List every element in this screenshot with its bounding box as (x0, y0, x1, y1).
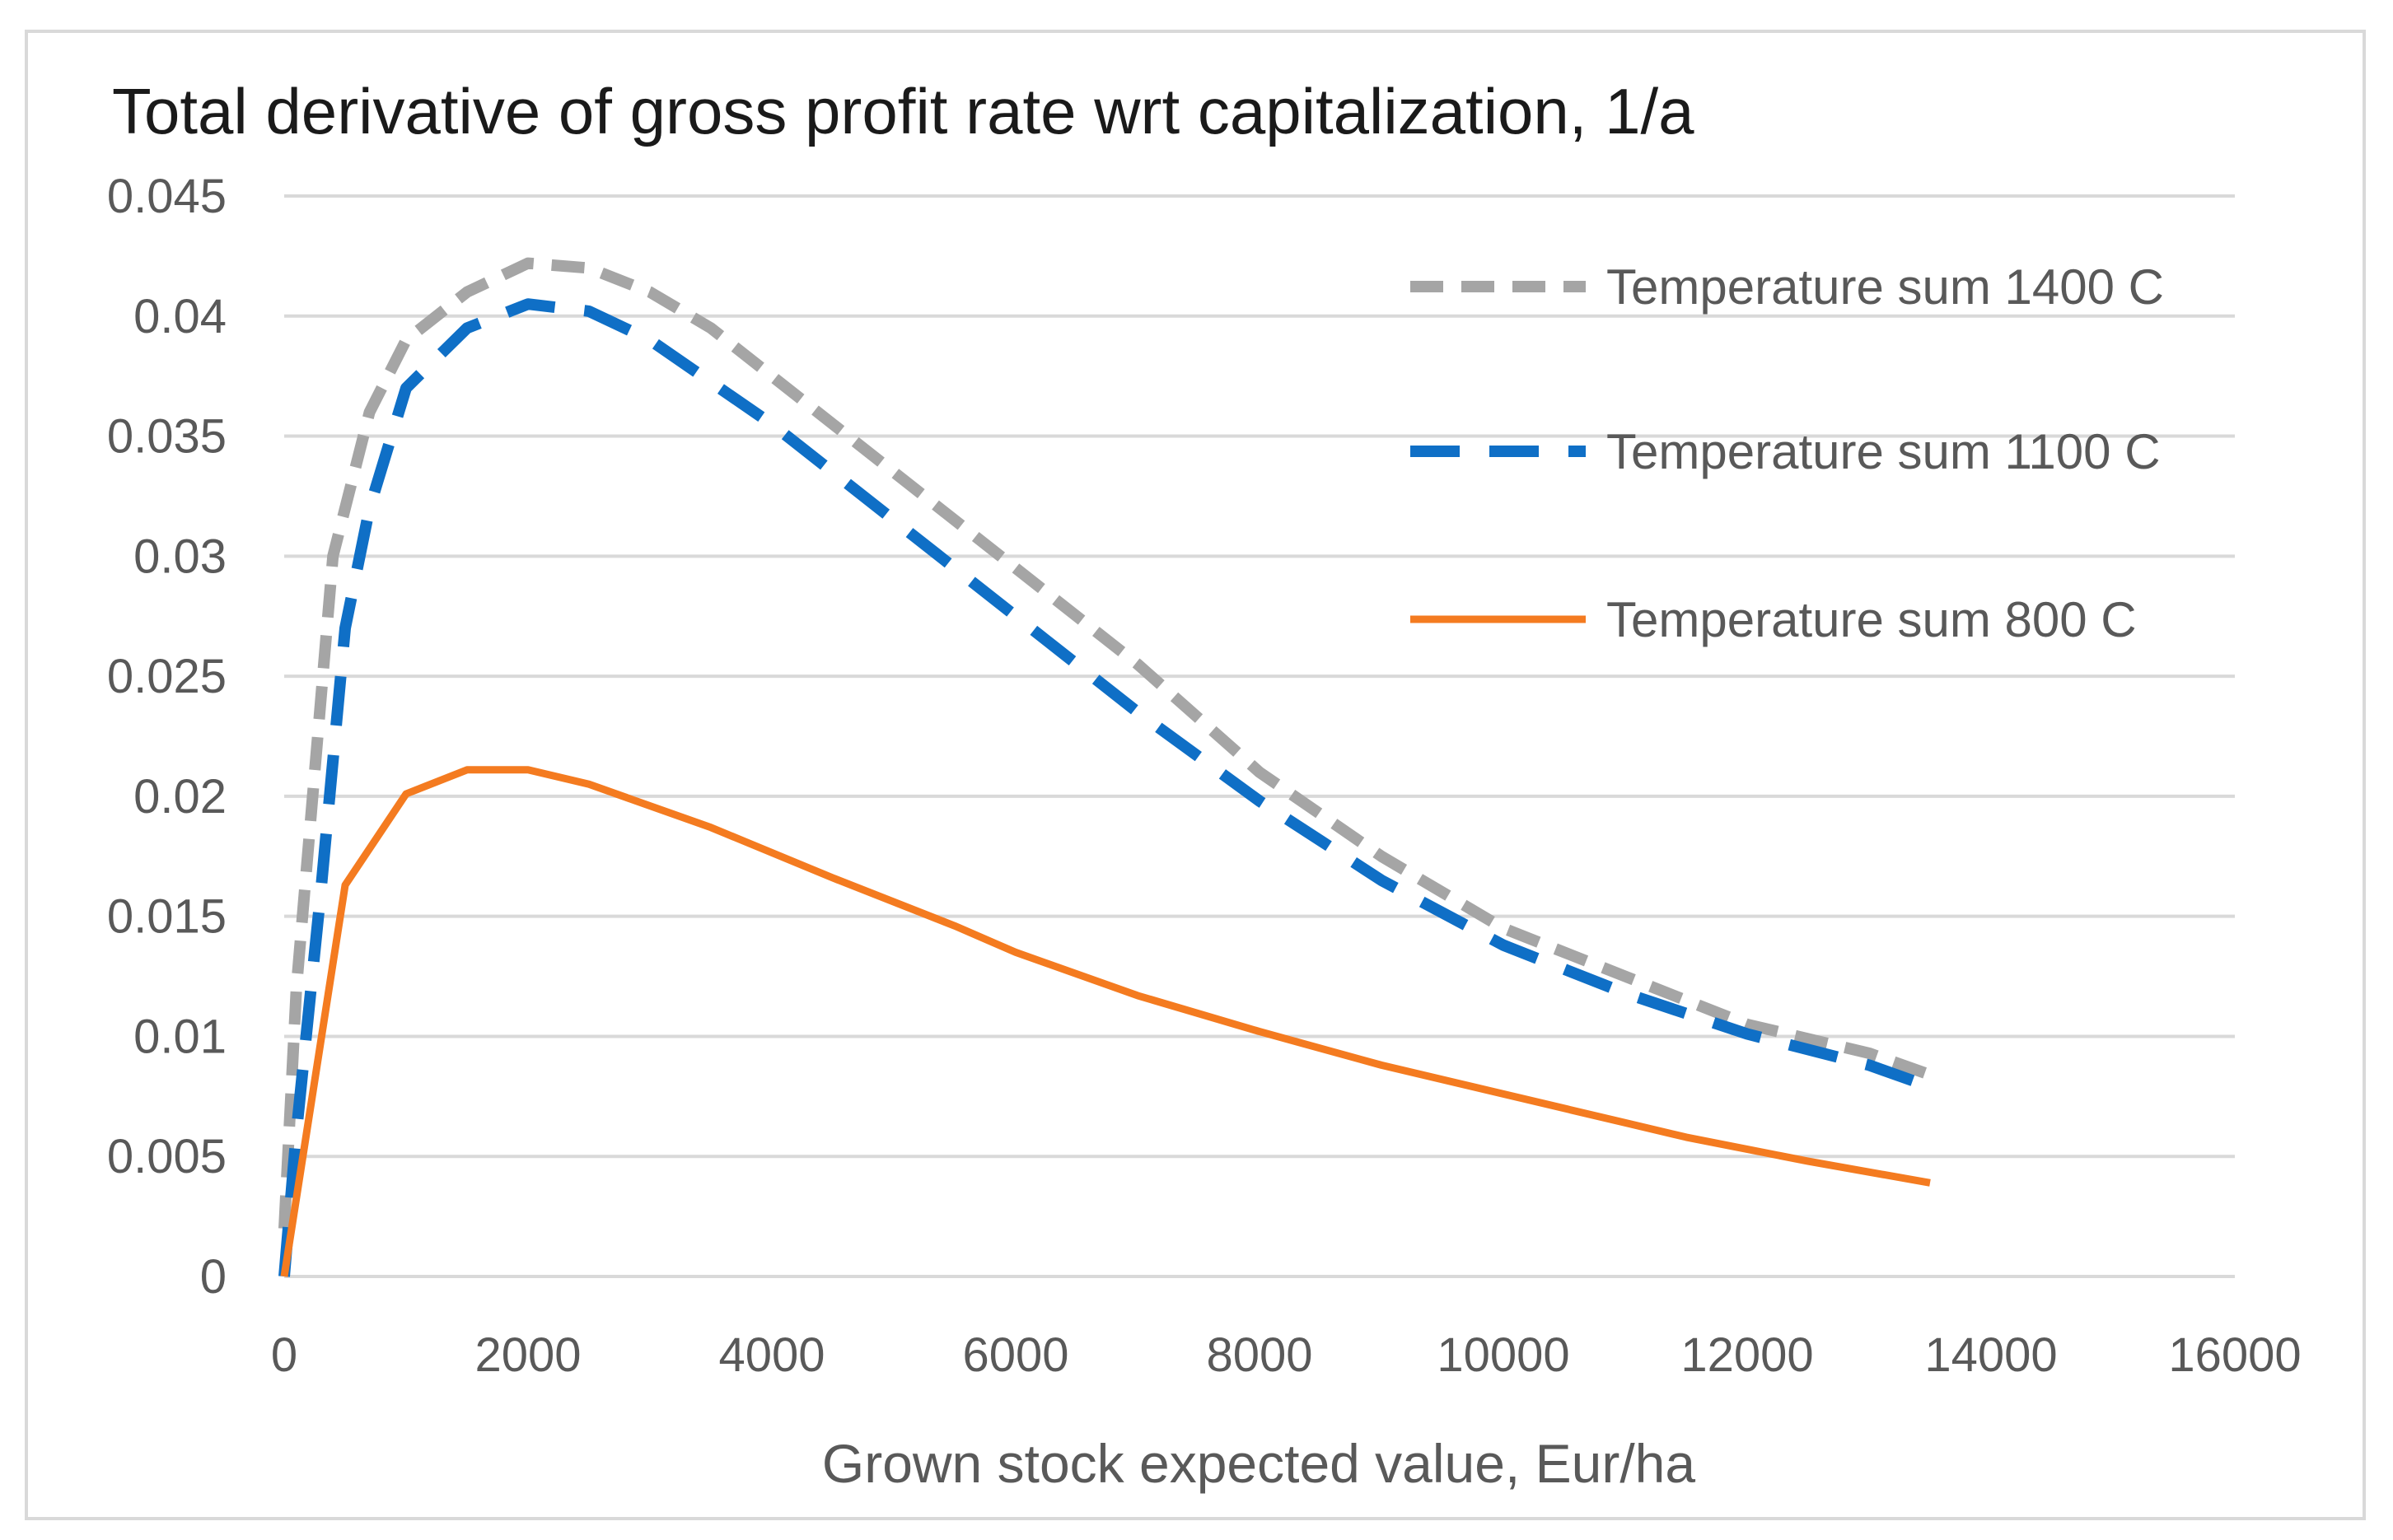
x-tick-label: 4000 (718, 1328, 825, 1382)
y-tick-label: 0.005 (107, 1130, 227, 1183)
legend-label-1: Temperature sum 1400 C (1606, 259, 2164, 315)
y-tick-label: 0.035 (107, 410, 227, 464)
y-tick-label: 0.02 (133, 770, 227, 824)
y-tick-label: 0.015 (107, 890, 227, 944)
x-axis-title: Grown stock expected value, Eur/ha (822, 1433, 1696, 1494)
y-tick-label: 0.01 (133, 1010, 227, 1063)
y-tick-label: 0 (200, 1250, 227, 1304)
legend: Temperature sum 1400 C Temperature sum 11… (1410, 259, 2164, 647)
x-tick-label: 12000 (1680, 1328, 1813, 1382)
y-axis-tick-labels: 0 0.005 0.01 0.015 0.02 0.025 0.03 0.035 0.04 0.0… (107, 170, 227, 1304)
series-line-1 (278, 257, 1933, 1230)
legend-label-2: Temperature sum 1100 C (1606, 424, 2161, 479)
y-tick-label: 0.04 (133, 290, 227, 343)
series-line-2 (278, 298, 1933, 1277)
x-tick-label: 8000 (1206, 1328, 1312, 1382)
x-axis-tick-labels: 0 2000 4000 6000 8000 10000 12000 14000 16000 (271, 1328, 2302, 1382)
y-tick-label: 0.03 (133, 530, 227, 583)
chart-title: Total derivative of gross profit rate wr… (112, 75, 1694, 147)
chart-frame (25, 30, 2366, 1520)
y-tick-label: 0.025 (107, 650, 227, 703)
y-tick-label: 0.045 (107, 170, 227, 223)
x-tick-label: 2000 (474, 1328, 581, 1382)
x-tick-label: 10000 (1437, 1328, 1569, 1382)
series-lines (278, 257, 1933, 1277)
x-tick-label: 6000 (962, 1328, 1068, 1382)
legend-label-3: Temperature sum 800 C (1606, 592, 2137, 647)
x-tick-label: 14000 (1924, 1328, 2057, 1382)
gridlines (284, 194, 2235, 1278)
series-line-3 (280, 766, 1931, 1277)
x-tick-label: 0 (271, 1328, 297, 1382)
x-tick-label: 16000 (2168, 1328, 2301, 1382)
